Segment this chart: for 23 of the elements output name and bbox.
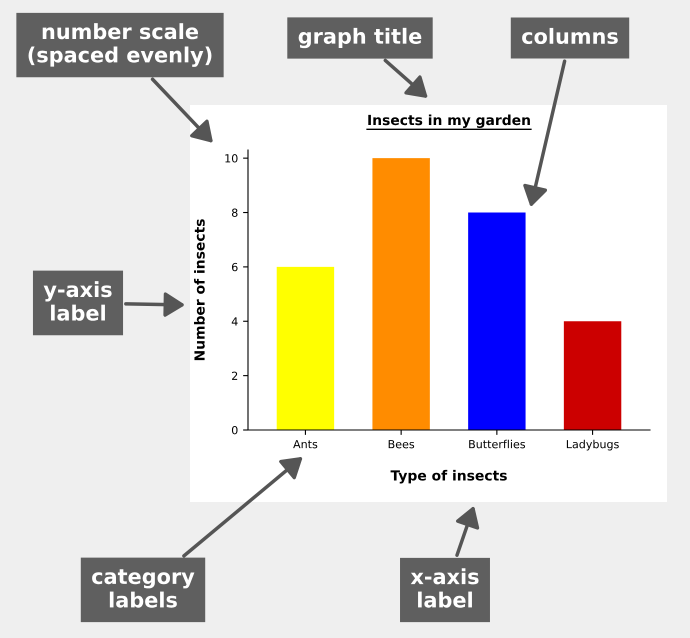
y-tick-label: 0 [232,426,238,434]
x-axis-title: Type of insects [390,470,507,484]
bar [564,321,622,430]
y-tick-label: 4 [232,317,238,326]
y-tick-label: 10 [225,154,238,163]
text: graph title [298,28,422,48]
chart-title: Insects in my garden [368,114,530,128]
y-tick-label: 6 [232,262,238,272]
bar [276,266,334,430]
text: number scale (spaced evenly) [28,23,212,67]
text: columns [522,28,618,44]
y-tick-label: 2 [232,372,238,380]
text: category labels [92,569,194,608]
x-tick-label: Ants [293,440,318,448]
text: x-axis label [410,568,479,608]
y-axis-title: Number of insects [194,219,205,360]
bar [372,158,430,430]
x-tick-label: Bees [388,440,414,448]
x-tick-label: Ladybugs [566,440,619,450]
y-tick-label: 8 [232,208,238,217]
text: y-axis label [44,281,112,321]
x-tick-label: Butterflies [469,440,526,448]
bar [468,212,526,430]
